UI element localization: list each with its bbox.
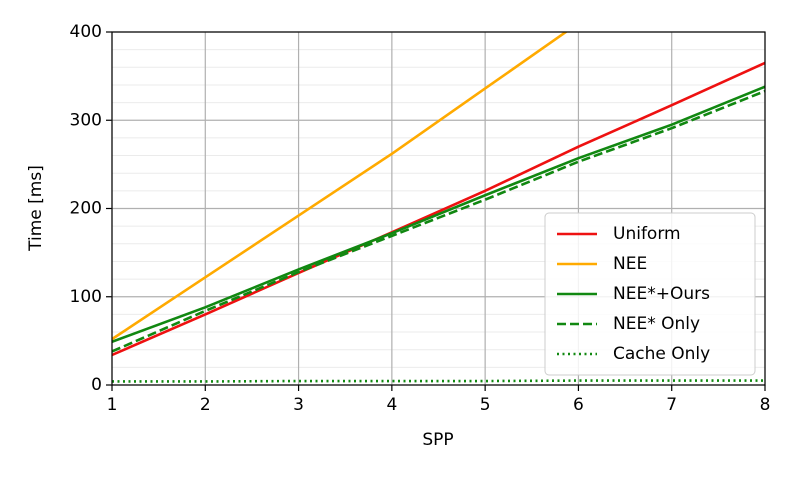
line-series: [112, 379, 765, 383]
plot-area: [112, 32, 765, 383]
x-tick-label: 2: [200, 395, 211, 415]
legend-label: NEE: [613, 254, 647, 274]
y-tick-label: 200: [70, 199, 102, 219]
legend-label: NEE*+Ours: [613, 284, 710, 304]
x-tick-label: 7: [666, 395, 677, 415]
legend-box: [544, 212, 756, 376]
line-series: [112, 85, 765, 343]
y-tick-label: 100: [70, 287, 102, 307]
line-series: [112, 32, 569, 341]
y-axis-label: Time [ms]: [26, 165, 46, 252]
plot-frame: [111, 31, 766, 386]
x-tick-label: 1: [107, 395, 118, 415]
legend-label: Cache Only: [613, 344, 710, 364]
line-series: [112, 89, 765, 353]
x-tick-label: 4: [386, 395, 397, 415]
x-axis-label: SPP: [422, 430, 453, 450]
x-tick-label: 6: [573, 395, 584, 415]
legend-label: NEE* Only: [613, 314, 700, 334]
y-tick-label: 300: [70, 110, 102, 130]
y-tick-label: 400: [70, 22, 102, 42]
x-tick-label: 5: [480, 395, 491, 415]
x-tick-label: 8: [760, 395, 771, 415]
x-tick-label: 3: [293, 395, 304, 415]
y-tick-label: 0: [91, 375, 102, 395]
legend-label: Uniform: [613, 224, 681, 244]
line-series: [112, 61, 765, 357]
